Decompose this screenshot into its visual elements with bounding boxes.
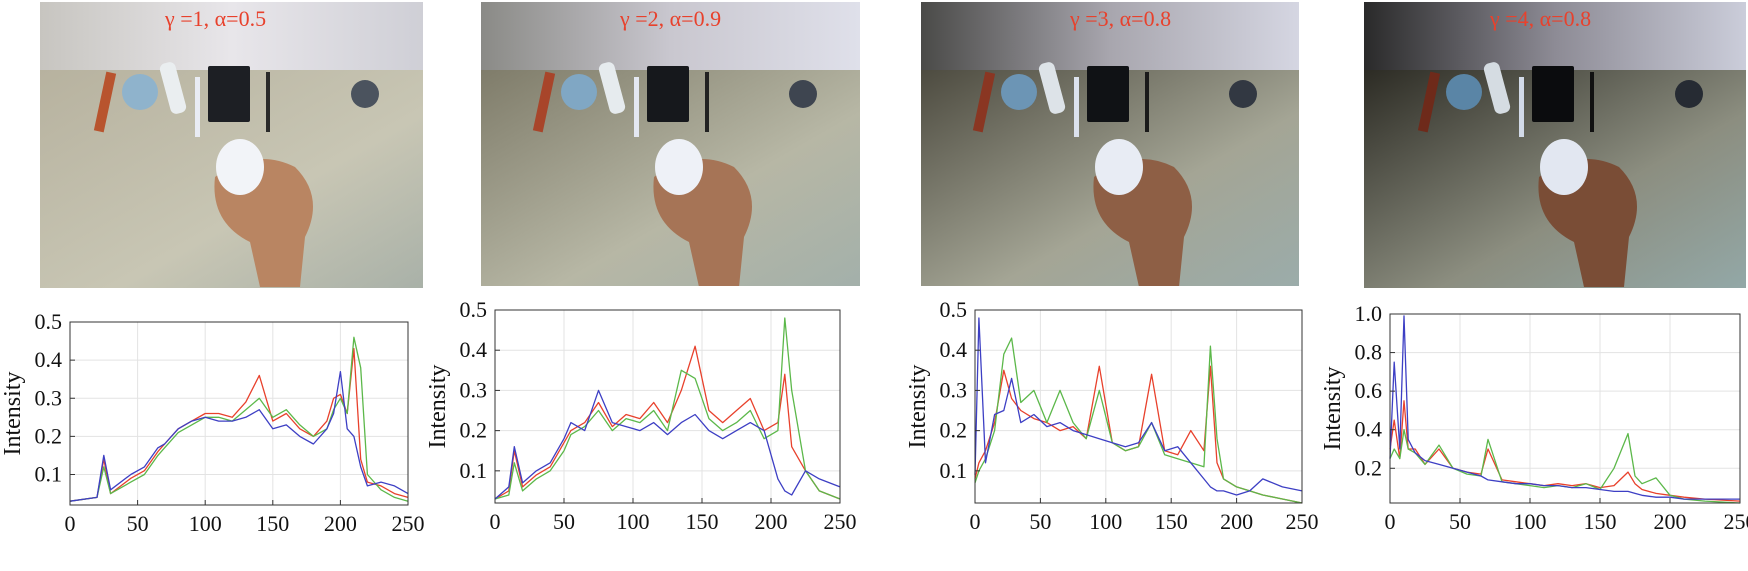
x-tick-label: 50 (127, 511, 149, 536)
x-tick-label: 0 (65, 511, 76, 536)
x-tick-label: 100 (1089, 509, 1122, 534)
photo-3 (921, 2, 1299, 286)
y-tick-label: 0.2 (1355, 455, 1383, 480)
x-tick-label: 50 (1449, 509, 1471, 534)
x-tick-label: 200 (1654, 509, 1687, 534)
y-axis-label: Intensity (1320, 367, 1346, 451)
y-tick-label: 0.3 (35, 385, 63, 410)
photo-1 (40, 2, 423, 288)
series-line-blue (974, 317, 1303, 496)
plot-area: 0 50 100 150 200 250 0.1 0.2 0.3 0.4 0.5 Intensity (0, 309, 425, 536)
series-line-red (69, 348, 409, 502)
y-tick-label: 0.5 (35, 309, 63, 334)
x-tick-label: 150 (1584, 509, 1617, 534)
scene-image-1 (40, 2, 423, 288)
plot-area: 0 50 100 150 200 250 0.1 0.2 0.3 0.4 0.5 Intensity (425, 297, 857, 534)
axes-box (69, 321, 409, 506)
y-tick-label: 0.5 (940, 297, 968, 322)
x-tick-label: 0 (970, 509, 981, 534)
x-tick-label: 0 (1385, 509, 1396, 534)
y-tick-label: 1.0 (1355, 301, 1383, 326)
x-tick-label: 250 (824, 509, 857, 534)
series-line-blue (69, 370, 409, 502)
y-tick-label: 0.4 (460, 337, 488, 362)
x-tick-label: 200 (1220, 509, 1253, 534)
histogram-chart-4: 0 50 100 150 200 250 0.2 0.4 0.6 0.8 1.0 Intensity (1320, 301, 1748, 570)
y-tick-label: 0.4 (940, 337, 968, 362)
axes-box (1389, 313, 1741, 504)
x-tick-label: 0 (490, 509, 501, 534)
series-line-green (494, 317, 841, 500)
x-tick-label: 250 (392, 511, 425, 536)
histogram-chart-3: 0 50 100 150 200 250 0.1 0.2 0.3 0.4 0.5 Intensity (900, 297, 1330, 570)
axes-box (494, 309, 841, 504)
y-tick-label: 0.2 (35, 423, 63, 448)
x-tick-label: 100 (1514, 509, 1547, 534)
x-tick-label: 200 (755, 509, 788, 534)
x-tick-label: 100 (189, 511, 222, 536)
chart-svg-1: 0 50 100 150 200 250 0.1 0.2 0.3 0.4 0.5 Intensity (0, 309, 425, 536)
x-tick-label: 50 (1029, 509, 1051, 534)
gamma-label-1: γ =1, α=0.5 (165, 6, 267, 31)
y-axis-label: Intensity (905, 365, 931, 449)
y-axis-label: Intensity (0, 372, 26, 456)
x-tick-label: 150 (686, 509, 719, 534)
x-tick-label: 250 (1286, 509, 1319, 534)
y-tick-label: 0.1 (35, 462, 63, 487)
y-tick-label: 0.6 (1355, 378, 1383, 403)
plot-area: 0 50 100 150 200 250 0.1 0.2 0.3 0.4 0.5 Intensity (905, 297, 1319, 534)
photo-4 (1364, 2, 1746, 288)
y-axis-label: Intensity (425, 365, 451, 449)
axes-box (974, 309, 1303, 504)
y-tick-label: 0.3 (460, 377, 488, 402)
x-tick-label: 250 (1724, 509, 1748, 534)
scene-image-3 (921, 2, 1299, 286)
y-tick-label: 0.1 (940, 458, 968, 483)
y-tick-label: 0.8 (1355, 340, 1383, 365)
x-tick-label: 200 (324, 511, 357, 536)
y-tick-label: 0.3 (940, 377, 968, 402)
series-line-blue (1389, 315, 1740, 500)
gamma-label-3: γ =3, α=0.8 (1070, 6, 1172, 31)
series-line-red (494, 345, 841, 500)
chart-svg-3: 0 50 100 150 200 250 0.1 0.2 0.3 0.4 0.5 Intensity (905, 297, 1319, 534)
y-tick-label: 0.2 (460, 418, 488, 443)
y-tick-label: 0.2 (940, 418, 968, 443)
histogram-chart-1: 0 50 100 150 200 250 0.1 0.2 0.3 0.4 0.5 Intensity (0, 309, 430, 570)
plot-area: 0 50 100 150 200 250 0.2 0.4 0.6 0.8 1.0 Intensity (1320, 301, 1748, 534)
y-tick-label: 0.4 (1355, 417, 1383, 442)
scene-image-4 (1364, 2, 1746, 288)
x-tick-label: 150 (256, 511, 289, 536)
x-tick-label: 50 (553, 509, 575, 534)
series-line-green (69, 336, 409, 502)
chart-svg-4: 0 50 100 150 200 250 0.2 0.4 0.6 0.8 1.0 Intensity (1320, 301, 1748, 534)
series-line-blue (494, 389, 841, 500)
y-tick-label: 0.1 (460, 458, 488, 483)
histogram-chart-2: 0 50 100 150 200 250 0.1 0.2 0.3 0.4 0.5 Intensity (425, 297, 880, 570)
y-tick-label: 0.4 (35, 347, 63, 372)
x-tick-label: 100 (617, 509, 650, 534)
chart-svg-2: 0 50 100 150 200 250 0.1 0.2 0.3 0.4 0.5 Intensity (425, 297, 857, 534)
scene-image-2 (481, 2, 860, 286)
y-tick-label: 0.5 (460, 297, 488, 322)
series-line-red (974, 365, 1303, 504)
gamma-label-4: γ =4, α=0.8 (1490, 6, 1592, 31)
series-line-green (1389, 429, 1741, 504)
gamma-label-2: γ =2, α=0.9 (620, 6, 722, 31)
photo-2 (481, 2, 860, 286)
x-tick-label: 150 (1155, 509, 1188, 534)
series-line-green (974, 337, 1303, 504)
